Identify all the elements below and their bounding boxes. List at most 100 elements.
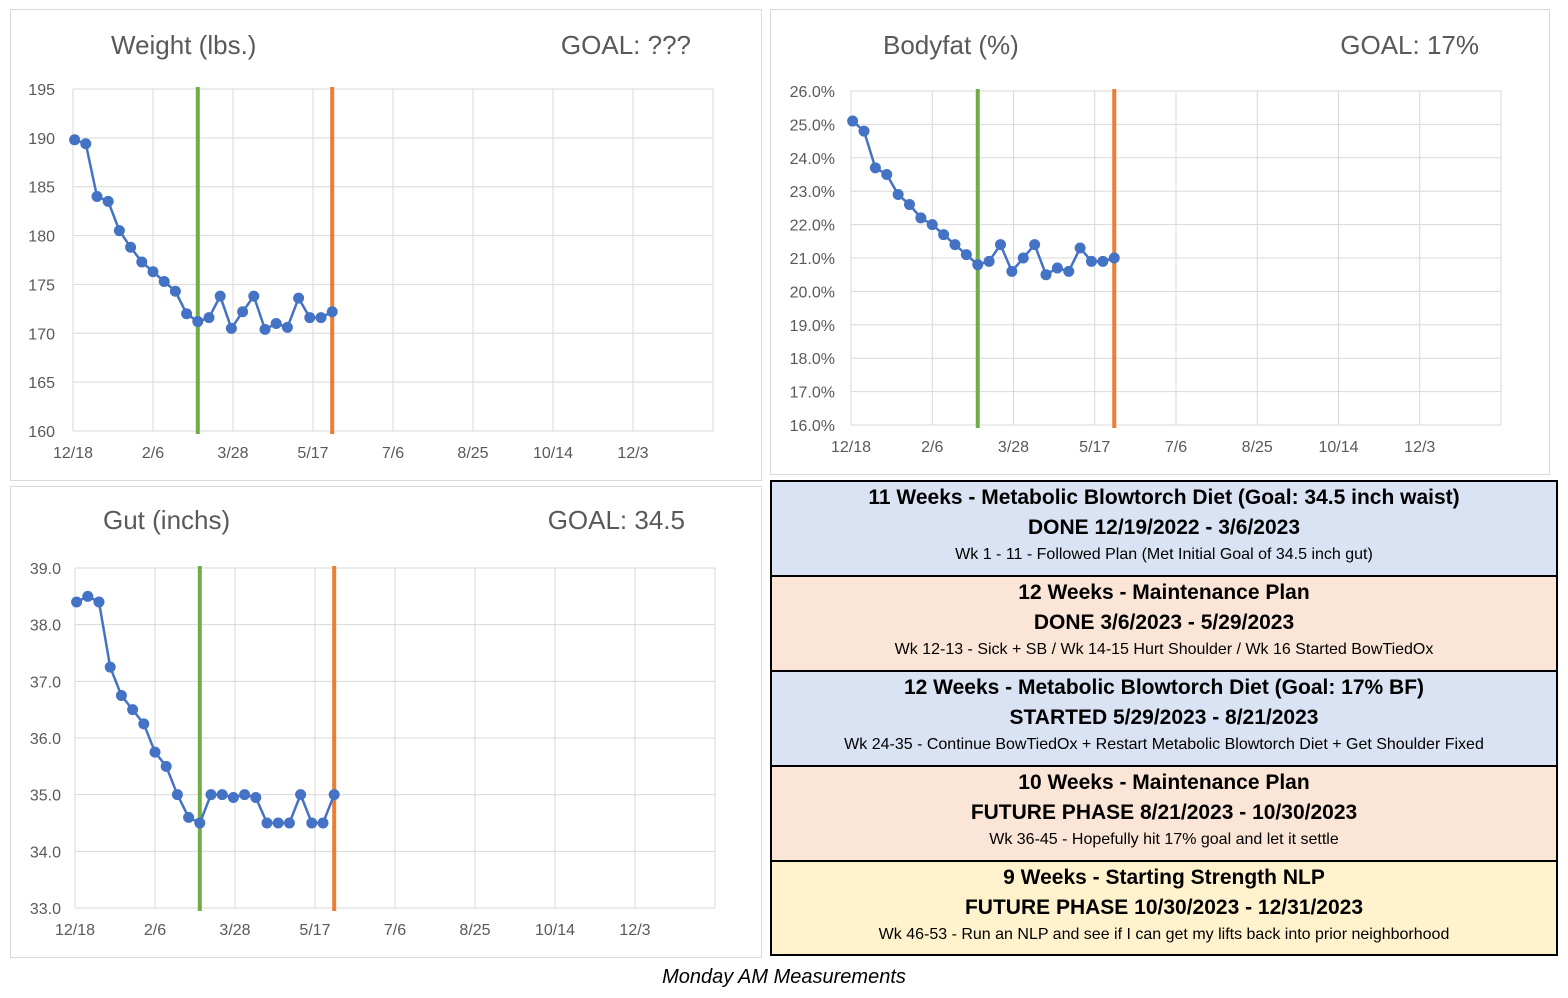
weight-chart-title: Weight (lbs.) bbox=[111, 30, 257, 60]
x-tick-label: 12/18 bbox=[831, 439, 871, 456]
gut-chart-plot: 33.0 34.0 35.0 36.0 37.0 38.0 39.0 12/18 2/6 3/28… bbox=[30, 561, 716, 939]
y-tick-label: 35.0 bbox=[30, 788, 61, 805]
data-point bbox=[205, 789, 217, 801]
y-tick-label: 190 bbox=[28, 131, 55, 148]
x-tick-label: 2/6 bbox=[921, 439, 943, 456]
y-tick-label: 26.0% bbox=[790, 84, 835, 101]
data-point bbox=[1029, 239, 1041, 251]
data-point bbox=[259, 323, 271, 335]
data-point bbox=[69, 134, 81, 146]
data-point bbox=[71, 596, 83, 608]
x-tick-label: 7/6 bbox=[384, 922, 406, 939]
series-line bbox=[74, 138, 333, 332]
data-point bbox=[102, 195, 114, 207]
data-point bbox=[91, 190, 103, 202]
y-tick-label: 18.0% bbox=[790, 351, 835, 368]
data-point bbox=[104, 661, 116, 673]
phase-5-note: Wk 46-53 - Run an NLP and see if I can g… bbox=[878, 926, 1450, 943]
phase-5-dates: FUTURE PHASE 10/30/2023 - 12/31/2023 bbox=[964, 896, 1364, 919]
data-point bbox=[227, 792, 239, 803]
data-point bbox=[328, 789, 340, 801]
data-point bbox=[281, 321, 293, 333]
data-point bbox=[326, 306, 338, 318]
data-point bbox=[904, 199, 915, 211]
x-tick-label: 12/3 bbox=[617, 445, 648, 462]
data-point bbox=[158, 275, 170, 287]
data-point bbox=[127, 704, 139, 716]
phase-4-title: 10 Weeks - Maintenance Plan bbox=[1018, 771, 1310, 794]
bodyfat-chart-title: Bodyfat (%) bbox=[883, 30, 1019, 60]
data-point bbox=[960, 249, 972, 261]
data-point bbox=[938, 229, 950, 241]
weight-chart-plot: 160 165 170 175 180 185 190 195 12/18 2/6 3/28 5/17… bbox=[28, 82, 714, 462]
data-point bbox=[160, 760, 172, 772]
phase-3-dates: STARTED 5/29/2023 - 8/21/2023 bbox=[1009, 706, 1319, 729]
data-point bbox=[270, 318, 282, 330]
gut-chart-goal: GOAL: 34.5 bbox=[547, 505, 685, 535]
phase-row-2: 12 Weeks - Maintenance Plan DONE 3/6/202… bbox=[772, 577, 1556, 672]
data-point bbox=[239, 789, 251, 801]
data-point bbox=[315, 312, 327, 324]
x-tick-label: 3/28 bbox=[217, 445, 248, 462]
phase-row-4: 10 Weeks - Maintenance Plan FUTURE PHASE… bbox=[772, 767, 1556, 862]
data-point bbox=[1074, 242, 1086, 254]
data-point bbox=[926, 219, 938, 231]
phase-2-title: 12 Weeks - Maintenance Plan bbox=[1018, 581, 1310, 604]
data-point bbox=[216, 789, 228, 801]
data-point bbox=[1063, 265, 1075, 277]
gut-chart-panel: Gut (inchs) GOAL: 34.5 33.0 34.0 35.0 36.0 3… bbox=[10, 486, 762, 958]
data-point bbox=[183, 811, 195, 823]
weight-chart-goal: GOAL: ??? bbox=[560, 30, 691, 60]
x-tick-label: 12/3 bbox=[1404, 439, 1435, 456]
data-point bbox=[194, 817, 206, 829]
data-point bbox=[1040, 269, 1052, 281]
x-tick-label: 12/3 bbox=[619, 922, 650, 939]
series-line bbox=[851, 120, 1115, 277]
y-tick-label: 37.0 bbox=[30, 674, 61, 691]
phase-plan-table: 11 Weeks - Metabolic Blowtorch Diet (Goa… bbox=[770, 480, 1558, 956]
y-tick-label: 17.0% bbox=[790, 385, 835, 402]
data-point bbox=[149, 746, 161, 758]
data-point bbox=[317, 817, 329, 829]
x-tick-label: 5/17 bbox=[297, 445, 328, 462]
data-point bbox=[972, 259, 984, 271]
x-tick-label: 8/25 bbox=[459, 922, 490, 939]
data-point bbox=[892, 189, 904, 201]
x-tick-label: 10/14 bbox=[533, 445, 573, 462]
bodyfat-chart-panel: Bodyfat (%) GOAL: 17% 16.0% 17.0% 18.0% 19.… bbox=[770, 9, 1550, 475]
phase-row-3: 12 Weeks - Metabolic Blowtorch Diet (Goa… bbox=[772, 672, 1556, 767]
data-point bbox=[248, 290, 260, 302]
x-tick-label: 2/6 bbox=[142, 445, 164, 462]
y-tick-label: 165 bbox=[28, 375, 55, 392]
data-point bbox=[125, 241, 137, 253]
data-point bbox=[147, 266, 159, 278]
y-tick-label: 21.0% bbox=[790, 251, 835, 268]
phase-4-note: Wk 36-45 - Hopefully hit 17% goal and le… bbox=[989, 831, 1339, 848]
data-point bbox=[80, 138, 92, 150]
y-tick-label: 25.0% bbox=[790, 117, 835, 134]
data-point bbox=[181, 308, 193, 320]
x-tick-label: 8/25 bbox=[1242, 439, 1273, 456]
y-tick-label: 36.0 bbox=[30, 731, 61, 748]
data-point bbox=[237, 306, 249, 318]
data-point bbox=[1097, 255, 1109, 267]
y-tick-label: 23.0% bbox=[790, 184, 835, 201]
phase-3-title: 12 Weeks - Metabolic Blowtorch Diet (Goa… bbox=[903, 676, 1425, 699]
data-point bbox=[115, 690, 127, 701]
x-tick-label: 3/28 bbox=[998, 439, 1029, 456]
data-point bbox=[995, 239, 1006, 251]
data-point bbox=[272, 817, 284, 829]
data-point bbox=[82, 590, 94, 602]
bodyfat-chart-plot: 16.0% 17.0% 18.0% 19.0% 20.0% 21.0% 22.0% 23.0%… bbox=[790, 84, 1502, 456]
phase-row-5: 9 Weeks - Starting Strength NLP FUTURE P… bbox=[772, 862, 1556, 954]
data-point bbox=[949, 239, 961, 251]
phase-1-title: 11 Weeks - Metabolic Blowtorch Diet (Goa… bbox=[868, 486, 1460, 509]
x-tick-label: 10/14 bbox=[535, 922, 575, 939]
x-tick-label: 12/18 bbox=[53, 445, 93, 462]
phase-row-1: 11 Weeks - Metabolic Blowtorch Diet (Goa… bbox=[772, 482, 1556, 577]
data-point bbox=[295, 789, 307, 801]
x-tick-label: 10/14 bbox=[1318, 439, 1358, 456]
data-point bbox=[169, 285, 181, 297]
data-point bbox=[250, 792, 262, 803]
phase-1-dates: DONE 12/19/2022 - 3/6/2023 bbox=[1027, 516, 1300, 539]
